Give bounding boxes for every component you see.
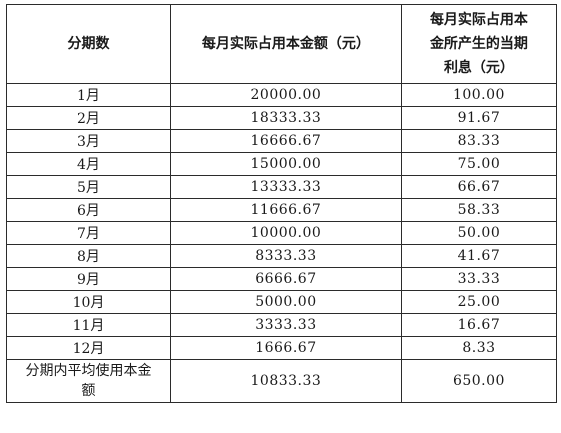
header-row: 分期数 每月实际占用本金额（元） 每月实际占用本 金所产生的当期 利息（元）	[6, 4, 558, 84]
summary-label: 分期内平均使用本金 额	[6, 359, 171, 403]
cell-principal: 1666.67	[169, 336, 402, 360]
cell-period: 6月	[6, 198, 171, 222]
cell-period: 7月	[6, 221, 171, 245]
installment-interest-table: 分期数 每月实际占用本金额（元） 每月实际占用本 金所产生的当期 利息（元） 1…	[6, 4, 558, 403]
cell-principal: 16666.67	[169, 129, 402, 153]
cell-interest: 25.00	[400, 290, 558, 314]
summary-row: 分期内平均使用本金 额 10833.33 650.00	[6, 359, 558, 403]
cell-period: 8月	[6, 244, 171, 268]
cell-principal: 6666.67	[169, 267, 402, 291]
summary-interest: 650.00	[400, 359, 558, 403]
cell-principal: 8333.33	[169, 244, 402, 268]
summary-label-line1: 分期内平均使用本金	[25, 363, 152, 379]
table-row: 7月 10000.00 50.00	[6, 221, 558, 245]
cell-principal: 11666.67	[169, 198, 402, 222]
table-row: 8月 8333.33 41.67	[6, 244, 558, 268]
cell-interest: 100.00	[400, 83, 558, 107]
table-row: 11月 3333.33 16.67	[6, 313, 558, 337]
cell-principal: 3333.33	[169, 313, 402, 337]
cell-interest: 16.67	[400, 313, 558, 337]
cell-interest: 83.33	[400, 129, 558, 153]
header-interest-line2: 金所产生的当期	[429, 36, 528, 52]
cell-principal: 13333.33	[169, 175, 402, 199]
cell-interest: 8.33	[400, 336, 558, 360]
cell-period: 12月	[6, 336, 171, 360]
summary-label-line2: 额	[81, 383, 96, 399]
cell-principal: 15000.00	[169, 152, 402, 176]
cell-period: 1月	[6, 83, 171, 107]
cell-principal: 10000.00	[169, 221, 402, 245]
table-row: 10月 5000.00 25.00	[6, 290, 558, 314]
header-period: 分期数	[6, 4, 171, 84]
table-row: 6月 11666.67 58.33	[6, 198, 558, 222]
table-row: 1月 20000.00 100.00	[6, 83, 558, 107]
header-interest: 每月实际占用本 金所产生的当期 利息（元）	[400, 4, 558, 84]
cell-principal: 18333.33	[169, 106, 402, 130]
table-row: 2月 18333.33 91.67	[6, 106, 558, 130]
cell-period: 4月	[6, 152, 171, 176]
table-row: 12月 1666.67 8.33	[6, 336, 558, 360]
cell-interest: 66.67	[400, 175, 558, 199]
cell-period: 9月	[6, 267, 171, 291]
cell-period: 10月	[6, 290, 171, 314]
table-row: 9月 6666.67 33.33	[6, 267, 558, 291]
header-principal: 每月实际占用本金额（元）	[169, 4, 402, 84]
cell-interest: 50.00	[400, 221, 558, 245]
table-row: 3月 16666.67 83.33	[6, 129, 558, 153]
cell-interest: 33.33	[400, 267, 558, 291]
header-interest-line3: 利息（元）	[443, 60, 514, 76]
cell-interest: 75.00	[400, 152, 558, 176]
table-row: 5月 13333.33 66.67	[6, 175, 558, 199]
cell-period: 3月	[6, 129, 171, 153]
cell-period: 11月	[6, 313, 171, 337]
cell-principal: 5000.00	[169, 290, 402, 314]
cell-interest: 58.33	[400, 198, 558, 222]
cell-period: 2月	[6, 106, 171, 130]
cell-interest: 91.67	[400, 106, 558, 130]
cell-principal: 20000.00	[169, 83, 402, 107]
cell-interest: 41.67	[400, 244, 558, 268]
cell-period: 5月	[6, 175, 171, 199]
header-interest-line1: 每月实际占用本	[429, 12, 528, 28]
table-row: 4月 15000.00 75.00	[6, 152, 558, 176]
summary-principal: 10833.33	[169, 359, 402, 403]
